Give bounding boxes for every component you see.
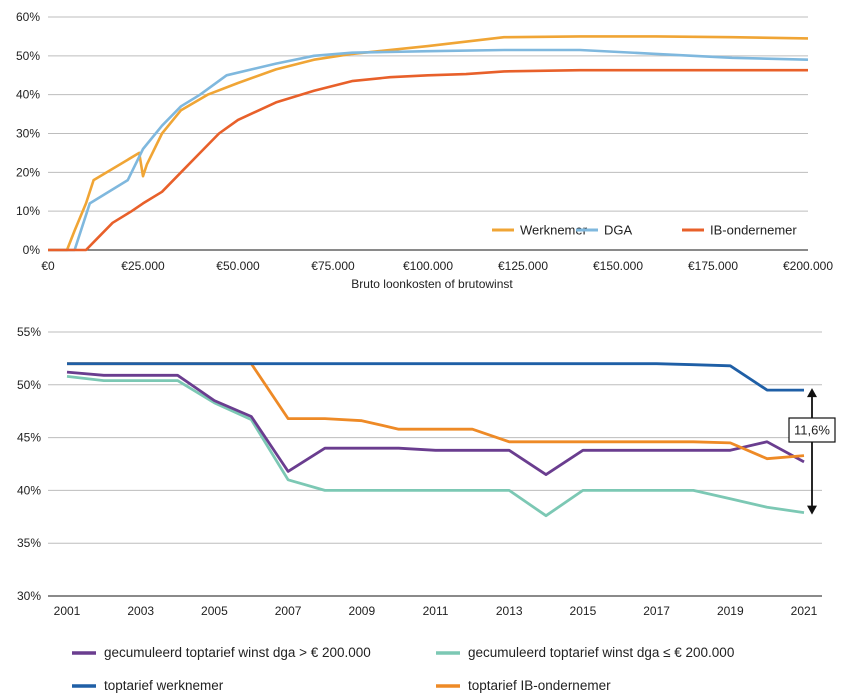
x-tick-label: €0 [41, 259, 55, 273]
annotation-arrow-up [807, 388, 817, 398]
legend-item: toptarief IB-ondernemer [436, 678, 611, 693]
x-tick-label: 2011 [423, 604, 449, 618]
y-tick-label: 10% [16, 204, 40, 218]
y-tick-label: 40% [17, 483, 41, 497]
y-tick-label: 50% [16, 49, 40, 63]
series-line-2 [67, 362, 804, 392]
x-tick-label: 2003 [127, 604, 154, 618]
x-tick-label: 2013 [496, 604, 523, 618]
series-line-dga [48, 48, 809, 252]
x-tick-label: 2019 [717, 604, 744, 618]
chart-top-rates-over-time: 30% 35% 40% 45% 50% 55% 2001 2003 2005 2007 2009 2… [17, 325, 836, 693]
x-tick-label: 2017 [643, 604, 670, 618]
legend-item: DGA [576, 223, 633, 238]
chart-tax-by-income: 0% 10% 20% 30% 40% 50% 60% €0 €25.000 €50.000 €75… [16, 10, 833, 291]
series-line-0 [66, 370, 805, 477]
x-tick-label: 2005 [201, 604, 228, 618]
legend-item: gecumuleerd toptarief winst dga > € 200.… [72, 645, 371, 660]
series-line-werknemer [48, 35, 809, 252]
y-tick-label: 45% [17, 431, 41, 445]
y-tick-label: 20% [16, 165, 40, 179]
legend-item: toptarief werknemer [72, 678, 224, 693]
x-tick-label: 2015 [570, 604, 597, 618]
legend-item: IB-ondernemer [682, 223, 797, 238]
legend-label: toptarief werknemer [104, 678, 224, 693]
series-line-3 [67, 362, 805, 461]
legend-label: toptarief IB-ondernemer [468, 678, 611, 693]
y-tick-label: 55% [17, 325, 41, 339]
x-tick-label: 2007 [275, 604, 302, 618]
legend-item: Werknemer [492, 223, 588, 238]
legend-label: IB-ondernemer [710, 223, 797, 238]
x-tick-label: 2021 [791, 604, 818, 618]
x-tick-label: €75.000 [311, 259, 355, 273]
y-tick-label: 30% [17, 589, 41, 603]
y-tick-label: 0% [23, 243, 41, 257]
legend-label: gecumuleerd toptarief winst dga ≤ € 200.… [468, 645, 734, 660]
y-tick-label: 40% [16, 88, 40, 102]
x-tick-label: €175.000 [688, 259, 738, 273]
annotation-label: 11,6% [794, 423, 830, 438]
x-tick-label: 2009 [348, 604, 375, 618]
series-line-ib-ondernemer [48, 68, 808, 252]
y-tick-label: 35% [17, 536, 41, 550]
y-tick-label: 60% [16, 10, 40, 24]
legend-label: gecumuleerd toptarief winst dga > € 200.… [104, 645, 371, 660]
annotation-arrow-down [807, 505, 817, 515]
x-tick-label: €100.000 [403, 259, 453, 273]
x-tick-label: €200.000 [783, 259, 833, 273]
x-tick-label: 2001 [54, 604, 81, 618]
x-tick-label: €50.000 [216, 259, 260, 273]
x-axis-label: Bruto loonkosten of brutowinst [351, 277, 513, 291]
legend-label: DGA [604, 223, 633, 238]
legend-item: gecumuleerd toptarief winst dga ≤ € 200.… [436, 645, 734, 660]
x-tick-label: €125.000 [498, 259, 548, 273]
x-tick-label: €150.000 [593, 259, 643, 273]
x-tick-label: €25.000 [121, 259, 165, 273]
series-line-1 [66, 375, 805, 518]
legend-label: Werknemer [520, 223, 588, 238]
y-tick-label: 30% [16, 127, 40, 141]
annotation-box [788, 417, 836, 443]
y-tick-label: 50% [17, 378, 41, 392]
